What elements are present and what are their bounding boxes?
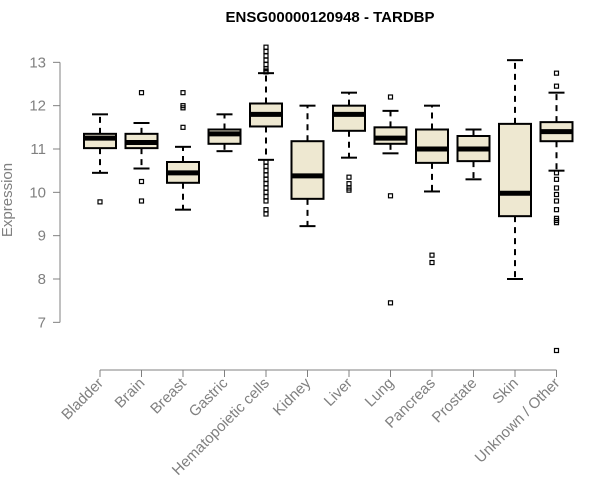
outlier-point bbox=[346, 187, 352, 193]
outlier-point bbox=[553, 347, 560, 354]
outlier-point bbox=[429, 259, 435, 266]
outlier-point bbox=[263, 194, 269, 200]
box-lung bbox=[373, 94, 408, 306]
x-tick-label: Brain bbox=[112, 375, 149, 412]
outlier-point bbox=[138, 178, 145, 185]
x-tick-label: Bladder bbox=[58, 375, 107, 424]
box-bladder bbox=[83, 113, 117, 205]
outlier-point bbox=[553, 70, 560, 76]
outlier-point bbox=[553, 176, 560, 182]
outlier-point bbox=[263, 189, 269, 195]
outlier-point bbox=[180, 124, 186, 130]
x-tick-label: Kidney bbox=[270, 374, 315, 419]
outlier-point bbox=[553, 83, 560, 89]
box-pancreas bbox=[415, 104, 449, 266]
iqr-box bbox=[373, 126, 408, 145]
outlier-point bbox=[346, 174, 352, 180]
x-tick-label: Skin bbox=[489, 375, 522, 408]
iqr-box bbox=[415, 128, 449, 164]
box-brain bbox=[124, 90, 159, 204]
outlier-point bbox=[346, 181, 352, 187]
y-tick-label: 11 bbox=[30, 141, 46, 158]
outlier-point bbox=[553, 207, 560, 213]
outlier-point bbox=[263, 53, 269, 59]
outlier-point bbox=[387, 94, 394, 100]
outlier-point bbox=[553, 191, 560, 198]
y-tick-label: 10 bbox=[29, 184, 46, 201]
y-tick-label: 12 bbox=[29, 98, 46, 115]
x-tick-label: Liver bbox=[321, 375, 356, 410]
y-axis: 7 8 9 10 11 12 13 bbox=[29, 54, 61, 331]
iqr-box bbox=[290, 140, 325, 200]
chart-title: ENSG00000120948 - TARDBP bbox=[226, 9, 435, 26]
outlier-point bbox=[387, 193, 394, 199]
box-hematopoietic-cells bbox=[249, 44, 283, 217]
outlier-point bbox=[263, 181, 269, 187]
outlier-point bbox=[263, 61, 269, 68]
outlier-point bbox=[553, 185, 560, 191]
box-gastric bbox=[207, 113, 242, 153]
outlier-point bbox=[180, 90, 186, 96]
box-prostate bbox=[456, 128, 491, 181]
outlier-point bbox=[97, 199, 103, 205]
outlier-point bbox=[263, 185, 269, 191]
outlier-point bbox=[180, 105, 186, 111]
y-tick-label: 13 bbox=[29, 54, 46, 71]
outlier-point bbox=[263, 57, 269, 63]
y-axis-label: Expression bbox=[0, 163, 16, 237]
box-skin bbox=[498, 59, 532, 280]
outlier-point bbox=[263, 48, 269, 55]
box-breast bbox=[166, 90, 200, 211]
y-tick-label: 7 bbox=[38, 314, 46, 331]
outlier-point bbox=[553, 170, 560, 176]
x-tick-label: Prostate bbox=[429, 375, 481, 427]
outlier-point bbox=[553, 198, 560, 204]
outlier-point bbox=[138, 90, 145, 96]
outlier-point bbox=[429, 252, 435, 258]
x-tick-label: Breast bbox=[147, 374, 190, 417]
outlier-point bbox=[263, 207, 269, 213]
outlier-point bbox=[263, 168, 269, 174]
outlier-point bbox=[263, 176, 269, 182]
outlier-point bbox=[387, 300, 394, 306]
outlier-point bbox=[263, 211, 269, 217]
x-tick-label: Lung bbox=[362, 375, 398, 411]
y-tick-label: 8 bbox=[38, 271, 46, 288]
box-kidney bbox=[290, 104, 325, 228]
outlier-point bbox=[553, 220, 560, 226]
outlier-point bbox=[263, 172, 269, 178]
iqr-box bbox=[332, 104, 366, 132]
outlier-point bbox=[263, 198, 269, 204]
outlier-point bbox=[263, 69, 269, 75]
outlier-point bbox=[263, 163, 269, 169]
iqr-box bbox=[498, 122, 532, 218]
outlier-point bbox=[263, 44, 269, 50]
outlier-point bbox=[138, 198, 145, 204]
box-unknown-other bbox=[539, 70, 574, 354]
box-liver bbox=[332, 91, 366, 193]
boxes-group bbox=[83, 44, 574, 354]
y-tick-label: 9 bbox=[38, 228, 46, 245]
